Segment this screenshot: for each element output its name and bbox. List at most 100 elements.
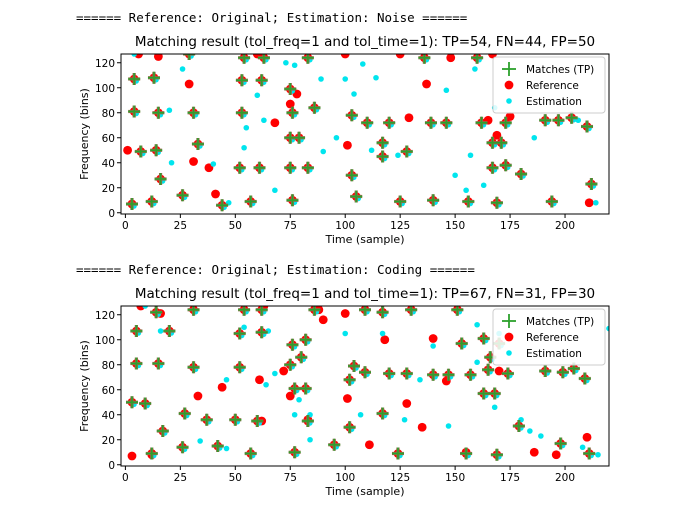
chart1-legend-box <box>492 56 606 114</box>
chart2-reference-point <box>551 450 561 460</box>
chart1-x-tick-label: 175 <box>500 220 520 232</box>
chart2-match-marker <box>130 357 143 370</box>
chart2-match-marker <box>125 396 138 409</box>
chart1-match-marker <box>490 196 503 209</box>
chart1-match-marker <box>257 54 270 64</box>
chart1-reference-point <box>505 112 515 121</box>
chart1-y-tick-label: 0 <box>108 208 115 220</box>
chart2-reference-point <box>428 334 438 343</box>
chart1-match-marker <box>286 106 299 119</box>
chart1-match-marker <box>475 116 488 129</box>
chart1-match-marker <box>552 114 565 127</box>
chart1-match-marker <box>255 74 268 87</box>
chart2-match-marker <box>299 382 312 395</box>
chart2-y-tick-label: 120 <box>95 310 115 322</box>
chart2-estimation-point <box>157 328 164 334</box>
chart1-match-marker <box>284 161 297 174</box>
chart2-reference-point <box>494 366 504 376</box>
chart1-estimation-point <box>241 144 247 151</box>
chart2-match-marker <box>359 366 371 379</box>
chart1-estimation-point <box>254 92 261 99</box>
chart2-reference-point <box>582 432 592 442</box>
chart2-estimation-point <box>445 423 452 429</box>
chart2-y-tick-label: 100 <box>95 335 115 347</box>
chart1-reference-point <box>189 157 198 166</box>
chart1-match-marker <box>440 116 453 129</box>
chart1-match-marker <box>128 105 141 118</box>
chart2-estimation-point <box>401 416 408 423</box>
chart1-match-marker <box>376 150 389 163</box>
chart1-match-marker <box>361 116 374 129</box>
chart2-match-marker <box>295 351 308 364</box>
chart1-estimation-point <box>351 91 357 97</box>
chart2-estimation-point <box>474 359 480 366</box>
chart2-estimation-point <box>223 445 230 452</box>
chart2-legend-box <box>492 308 606 366</box>
chart1-match-marker <box>216 199 229 212</box>
chart1-estimation-point <box>368 147 375 154</box>
chart1-match-marker <box>418 54 431 64</box>
chart2-reference-point <box>529 447 539 457</box>
chart1-match-marker <box>345 109 358 122</box>
chart2-match-marker <box>464 368 477 381</box>
chart1-match-marker <box>581 120 594 133</box>
chart1-match-marker <box>471 54 484 64</box>
chart1-match-marker <box>128 73 141 85</box>
chart1-match-marker <box>565 111 578 124</box>
chart1-reference-point <box>395 54 405 59</box>
chart1-title: Matching result (tol_freq=1 and tol_time… <box>135 34 595 50</box>
chart2-legend-label: Estimation <box>526 348 582 360</box>
chart2-x-axis-label: Time (sample) <box>325 485 405 498</box>
chart1-match-marker <box>191 138 204 150</box>
chart2-match-marker <box>490 448 503 461</box>
chart2-estimation-point <box>474 321 480 328</box>
chart2-reference-point <box>217 382 227 392</box>
chart1-match-marker <box>235 106 248 119</box>
chart1-match-marker <box>301 54 314 64</box>
chart2-x-tick-label: 150 <box>445 472 465 484</box>
chart2-estimation-point <box>417 376 423 383</box>
chart2-match-marker <box>176 441 189 454</box>
chart1-match-marker <box>499 159 512 172</box>
chart2-x-tick-label: 175 <box>500 472 520 484</box>
chart1-match-marker <box>308 101 321 114</box>
chart1-estimation-point <box>166 107 173 114</box>
chart2-match-marker <box>130 325 143 337</box>
chart1-match-marker <box>462 195 475 208</box>
chart1-estimation-point <box>210 161 217 167</box>
chart2-match-marker <box>178 407 191 420</box>
chart2-match-marker <box>299 333 312 346</box>
chart1-reference-point <box>153 54 163 61</box>
chart1-x-tick-label: 125 <box>390 220 410 232</box>
chart1-match-marker <box>486 161 499 174</box>
chart1-estimation-point <box>360 61 366 67</box>
chart1-match-marker <box>154 173 167 185</box>
chart1-estimation-point <box>472 66 478 72</box>
chart-coding: Matching result (tol_freq=1 and tol_time… <box>78 286 610 498</box>
chart2-estimation-point <box>342 330 349 337</box>
chart1-match-marker <box>134 145 147 158</box>
chart1-match-marker <box>394 195 407 208</box>
chart2-estimation-point <box>538 433 544 439</box>
chart1-estimation-point <box>320 148 327 155</box>
chart1-estimation-point <box>318 76 324 82</box>
chart2-x-tick-label: 125 <box>390 472 410 484</box>
chart1-estimation-point <box>480 182 487 189</box>
chart1-match-marker <box>284 83 297 95</box>
chart1-match-marker <box>585 178 598 190</box>
chart1-estimation-point <box>452 172 458 179</box>
chart1-match-marker <box>187 106 200 119</box>
chart2-match-marker <box>156 425 169 437</box>
chart2-match-marker <box>145 447 158 460</box>
chart1-match-marker <box>515 168 528 180</box>
chart1-estimation-point <box>373 74 379 81</box>
chart2-match-marker <box>251 415 264 427</box>
chart2-match-marker <box>477 332 490 345</box>
chart1-y-tick-label: 100 <box>95 83 115 95</box>
chart2-y-axis-label: Frequency (bins) <box>78 340 91 432</box>
chart1-match-marker <box>293 131 306 144</box>
chart2-match-marker <box>233 361 246 374</box>
chart2-reference-point <box>193 391 203 401</box>
chart2-x-tick-label: 25 <box>174 472 187 484</box>
chart1-estimation-point <box>333 134 340 141</box>
